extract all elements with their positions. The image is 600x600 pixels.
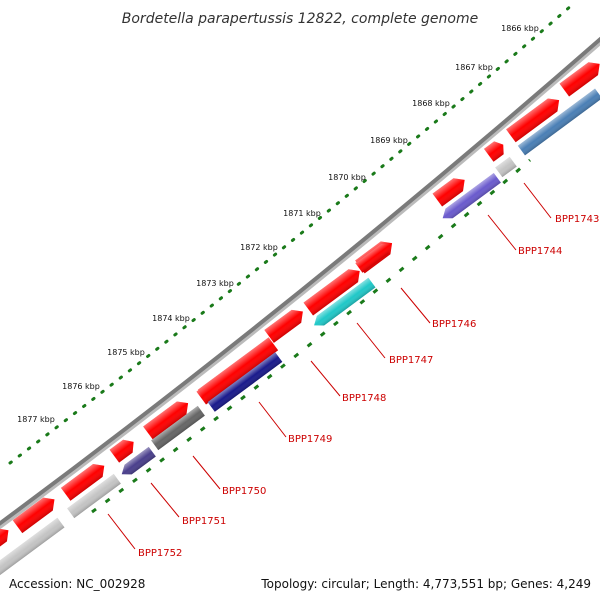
tick-label: 1874 kbp [152,314,190,323]
gene-leader-line [258,401,287,438]
forward-gene[interactable] [0,524,13,553]
gene-label[interactable]: BPP1751 [182,516,226,527]
tick-label: 1875 kbp [107,348,145,357]
tick-label: 1866 kbp [501,24,539,33]
gene-leader-line [192,455,221,490]
gene-leader-line [356,322,386,359]
reverse-gene[interactable] [67,473,121,519]
reverse-gene[interactable] [355,239,394,273]
forward-gene[interactable] [484,138,508,162]
gene-shading [484,141,504,162]
tick-label: 1877 kbp [17,415,55,424]
gene-shading [264,309,303,343]
gene-shading [197,337,279,403]
forward-gene[interactable] [12,493,59,534]
gene-shading [355,244,392,273]
gene-shading [109,439,134,463]
tick-marks: 1866 kbp 1867 kbp 1868 kbp 1869 kbp 1870 kbp… [8,3,574,465]
genome-summary-text: Topology: circular; Length: 4,773,551 bp… [261,577,591,591]
backbone [0,36,600,530]
gene-shading [60,464,105,501]
reverse-gene[interactable] [197,337,279,403]
reverse-gene[interactable] [310,277,376,330]
forward-gene[interactable] [303,265,365,316]
forward-gene[interactable] [559,57,600,97]
gene-label[interactable]: BPP1752 [138,548,182,559]
accession-text: Accession: NC_002928 [9,577,146,591]
gene-label[interactable]: BPP1744 [518,246,562,257]
gene-layer: BPP1743 BPP1744 BPP1746 BPP1747 BPP1748 BPP17… [0,57,600,577]
reverse-gene[interactable] [0,517,65,577]
tick-dots [8,3,574,465]
forward-gene[interactable] [264,305,307,343]
tick-label: 1867 kbp [455,63,493,72]
tick-label: 1872 kbp [240,243,278,252]
gene-shading [121,446,156,475]
tick-label: 1868 kbp [412,99,450,108]
reverse-gene[interactable] [207,352,283,412]
gene-shading [314,277,376,326]
gene-shading [506,98,560,143]
reverse-gene[interactable] [517,88,600,156]
tick-layer: 1866 kbp 1867 kbp 1868 kbp 1869 kbp 1870 kbp… [17,24,539,424]
forward-gene[interactable] [432,173,470,207]
gene-shading [0,528,9,553]
gene-shading [0,517,65,577]
gene-leader-line [150,482,180,518]
gene-shading [559,62,600,97]
gene-label[interactable]: BPP1749 [288,434,332,445]
tick-label: 1869 kbp [370,136,408,145]
gene-label[interactable]: BPP1747 [389,355,433,366]
tick-label: 1870 kbp [328,173,366,182]
map-title: Bordetella parapertussis 12822, complete… [122,11,478,27]
gene-shading [143,401,189,440]
tick-label: 1871 kbp [283,209,321,218]
gene-label[interactable]: BPP1743 [555,214,599,225]
gene-leader-line [310,360,341,397]
reverse-gene[interactable] [495,156,517,178]
reverse-gene[interactable] [439,172,501,223]
gene-label[interactable]: BPP1750 [222,486,266,497]
gene-label[interactable]: BPP1746 [432,319,476,330]
gene-shading [67,473,121,519]
gene-shading [495,156,517,178]
tick-label: 1873 kbp [196,279,234,288]
gene-shading [432,178,465,207]
reverse-ticks [91,158,531,514]
gene-shading [517,88,600,156]
gene-label[interactable]: BPP1748 [342,393,386,404]
gene-leader-line [487,214,517,251]
gene-leader-line [523,182,552,219]
forward-gene[interactable] [506,94,564,143]
reverse-gene[interactable] [118,446,156,479]
forward-gene[interactable] [60,459,109,501]
reverse-gene[interactable] [151,405,205,451]
backbone-line [0,36,600,526]
gene-shading [12,497,55,534]
gene-shading [207,352,283,412]
forward-gene[interactable] [143,397,193,440]
gene-shading [442,172,501,219]
tick-label: 1876 kbp [62,382,100,391]
gene-shading [303,269,360,316]
forward-gene[interactable] [109,435,139,463]
gene-leader-line [107,513,136,550]
backbone-shadow [0,39,600,530]
gene-shading [151,405,205,451]
gene-leader-line [400,287,431,324]
reverse-tick-dashes [91,158,531,514]
